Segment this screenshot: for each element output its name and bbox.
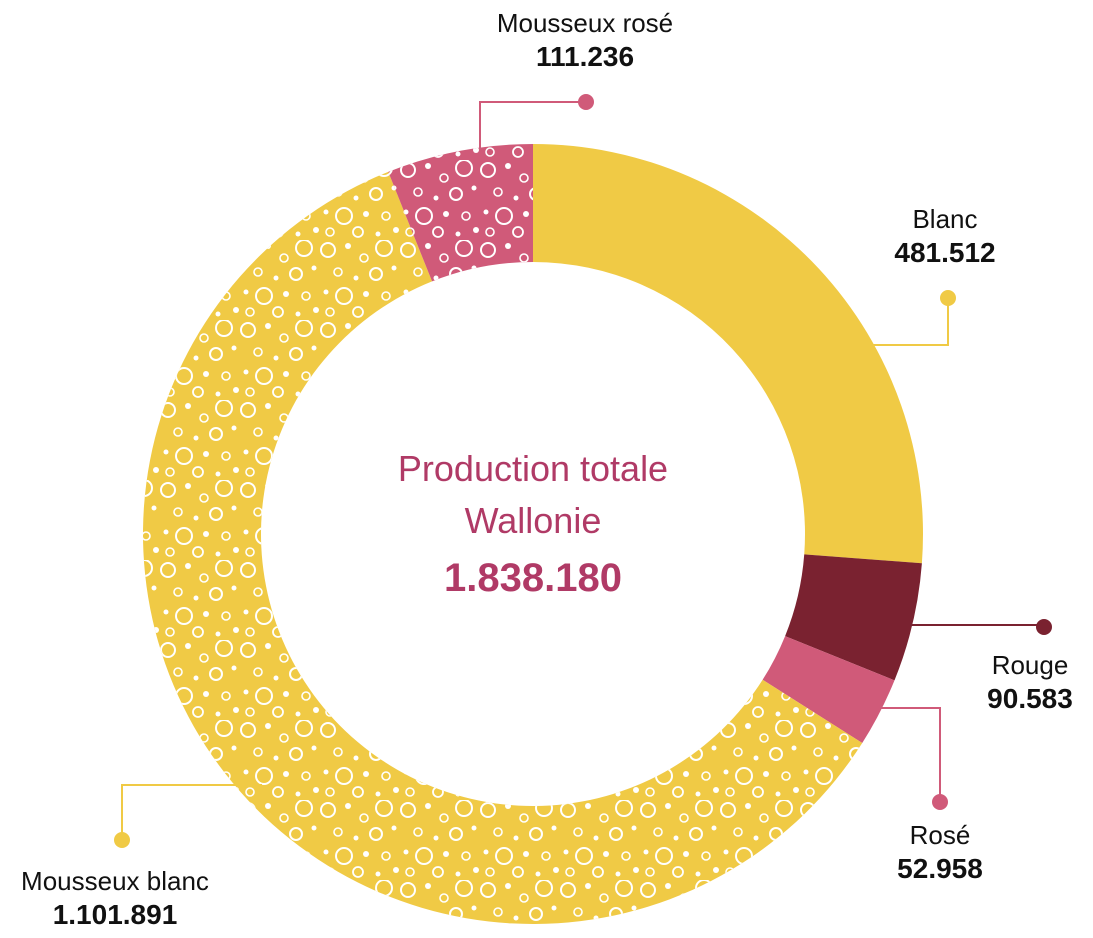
leader-dot-mousseux-blanc — [114, 832, 130, 848]
slice-value: 1.101.891 — [52, 899, 178, 930]
slice-mousseux-rose-bubbles — [388, 144, 533, 282]
leader-dot-rouge — [1036, 619, 1052, 635]
slice-rose — [762, 636, 895, 744]
label-leaders — [114, 94, 1052, 848]
leader-line-mousseux-rose — [479, 101, 586, 158]
slice-value: 52.958 — [897, 853, 983, 884]
leader-dot-mousseux-rose — [578, 94, 594, 110]
slice-name: Mousseux blanc — [21, 866, 209, 896]
slice-name: Mousseux rosé — [496, 8, 674, 38]
slice-name: Rosé — [909, 820, 971, 850]
leader-line-mousseux-blanc — [121, 784, 262, 838]
slice-label-rose: Rosé 52.958 — [870, 820, 1010, 885]
slice-name: Blanc — [912, 204, 978, 234]
leader-line-rose — [870, 707, 941, 800]
slice-value: 90.583 — [987, 683, 1073, 714]
slice-label-mousseux-blanc: Mousseux blanc 1.101.891 — [0, 866, 230, 931]
leader-dot-blanc — [940, 290, 956, 306]
slice-rouge — [785, 554, 922, 681]
leader-dot-rose — [932, 794, 948, 810]
slice-label-blanc: Blanc 481.512 — [860, 204, 1030, 269]
center-title-line1: Production totale — [397, 448, 669, 489]
slice-blanc — [533, 144, 923, 564]
slice-value: 481.512 — [894, 237, 996, 268]
center-title-line2: Wallonie — [464, 500, 602, 541]
slice-mousseux-blanc-bubbles — [143, 171, 863, 924]
slice-name: Rouge — [991, 650, 1069, 680]
donut-slices — [143, 144, 923, 924]
center-total: 1.838.180 — [444, 556, 622, 600]
slice-label-rouge: Rouge 90.583 — [970, 650, 1090, 715]
slice-value: 111.236 — [535, 41, 635, 72]
slice-label-mousseux-rose: Mousseux rosé 111.236 — [470, 8, 700, 73]
leader-line-blanc — [780, 298, 949, 346]
